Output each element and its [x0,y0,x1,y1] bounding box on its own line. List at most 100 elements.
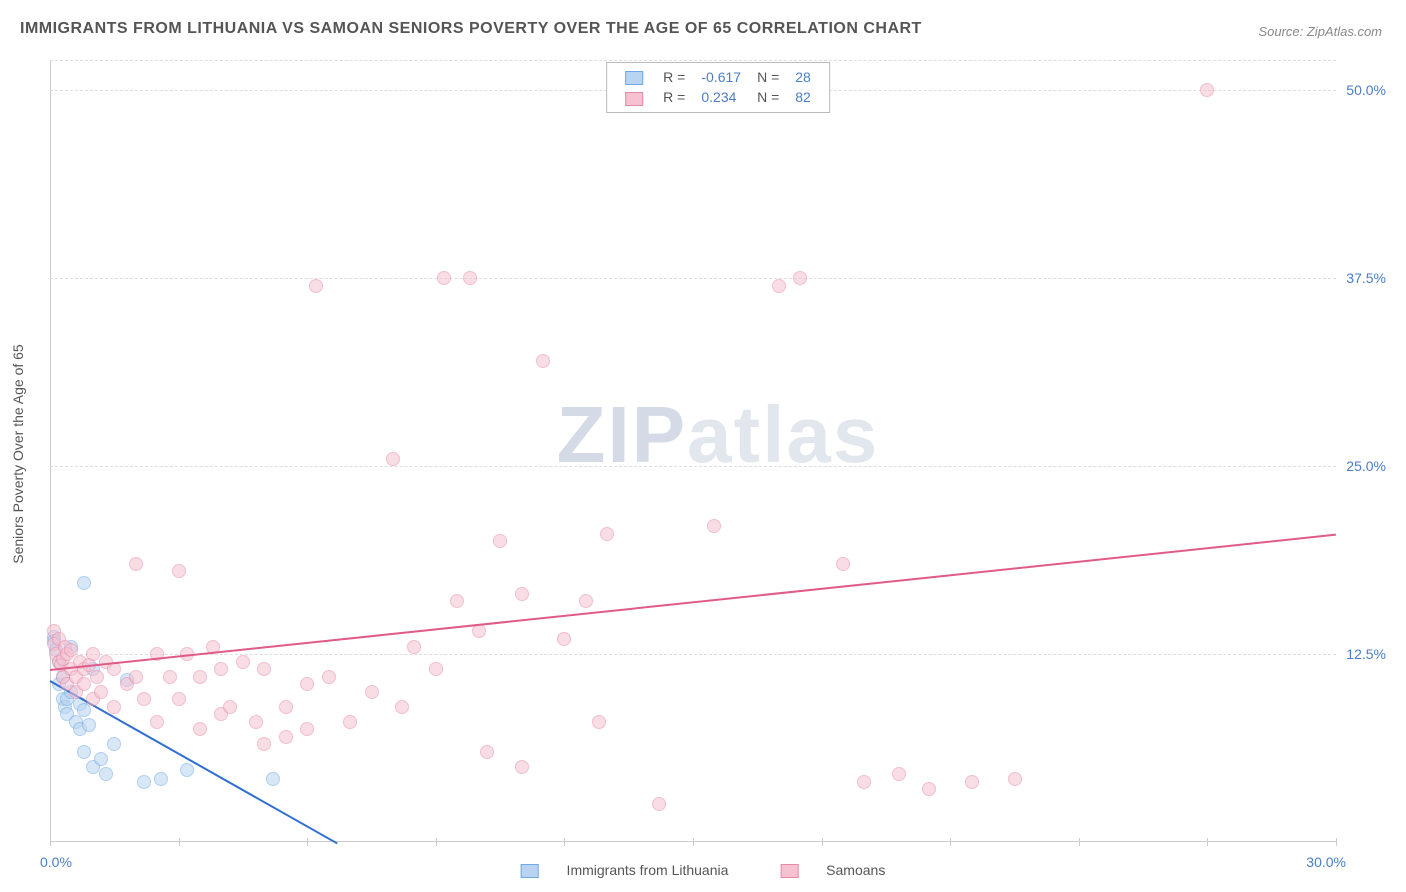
data-point [257,737,271,751]
x-tick [822,838,823,846]
data-point [180,763,194,777]
r-label: R = [655,67,693,87]
data-point [99,767,113,781]
data-point [154,772,168,786]
data-point [249,715,263,729]
data-point [922,782,936,796]
data-point [450,594,464,608]
data-point [386,452,400,466]
data-point [107,737,121,751]
data-point [77,576,91,590]
data-point [266,772,280,786]
data-point [257,662,271,676]
data-point [129,557,143,571]
x-tick [436,838,437,846]
r-label: R = [655,87,693,107]
data-point [1008,772,1022,786]
x-tick [1336,838,1337,846]
legend-row-series-0: R = -0.617 N = 28 [617,67,819,87]
x-tick [693,838,694,846]
scatter-plot: 12.5%25.0%37.5%50.0% [50,60,1386,842]
data-point [77,677,91,691]
chart-area: ZIPatlas 12.5%25.0%37.5%50.0% R = -0.617… [50,60,1386,842]
gridline [50,466,1336,467]
x-tick [50,838,51,846]
data-point [365,685,379,699]
data-point [137,775,151,789]
data-point [77,745,91,759]
data-point [82,718,96,732]
data-point [536,354,550,368]
x-tick [1207,838,1208,846]
data-point [472,624,486,638]
data-point [107,700,121,714]
data-point [515,587,529,601]
data-point [322,670,336,684]
data-point [300,722,314,736]
x-tick [1079,838,1080,846]
y-tick-label: 25.0% [1346,458,1386,474]
x-max-label: 30.0% [1306,854,1346,870]
legend-item-1: Samoans [768,862,897,878]
data-point [90,670,104,684]
data-point [137,692,151,706]
data-point [480,745,494,759]
r-value-0: -0.617 [693,67,749,87]
chart-title: IMMIGRANTS FROM LITHUANIA VS SAMOAN SENI… [20,20,922,38]
data-point [652,797,666,811]
data-point [395,700,409,714]
legend-item-0: Immigrants from Lithuania [509,862,741,878]
data-point [493,534,507,548]
n-label: N = [749,67,787,87]
n-label: N = [749,87,787,107]
data-point [772,279,786,293]
data-point [309,279,323,293]
data-point [579,594,593,608]
data-point [172,692,186,706]
y-tick-label: 50.0% [1346,82,1386,98]
data-point [94,752,108,766]
data-point [600,527,614,541]
data-point [965,775,979,789]
x-tick [307,838,308,846]
data-point [592,715,606,729]
y-tick-label: 12.5% [1346,646,1386,662]
data-point [300,677,314,691]
swatch-icon [521,864,539,878]
data-point [193,670,207,684]
swatch-series-0 [625,71,643,85]
n-value-1: 82 [787,87,819,107]
data-point [279,700,293,714]
legend-row-series-1: R = 0.234 N = 82 [617,87,819,107]
y-axis-label: Seniors Poverty Over the Age of 65 [10,344,26,563]
legend-label-0: Immigrants from Lithuania [567,862,729,878]
trend-line [50,534,1336,671]
correlation-legend: R = -0.617 N = 28 R = 0.234 N = 82 [606,62,830,113]
data-point [343,715,357,729]
x-min-label: 0.0% [40,854,72,870]
data-point [437,271,451,285]
data-point [223,700,237,714]
data-point [279,730,293,744]
data-point [707,519,721,533]
swatch-icon [780,864,798,878]
data-point [214,662,228,676]
data-point [407,640,421,654]
data-point [515,760,529,774]
legend-label-1: Samoans [826,862,885,878]
data-point [892,767,906,781]
data-point [163,670,177,684]
source-attribution: Source: ZipAtlas.com [1258,24,1382,39]
data-point [150,715,164,729]
y-axis-line [50,60,51,842]
data-point [557,632,571,646]
data-point [793,271,807,285]
x-tick [950,838,951,846]
data-point [836,557,850,571]
data-point [1200,83,1214,97]
gridline [50,60,1336,61]
series-legend: Immigrants from Lithuania Samoans [497,862,910,878]
data-point [236,655,250,669]
data-point [463,271,477,285]
swatch-series-1 [625,92,643,106]
